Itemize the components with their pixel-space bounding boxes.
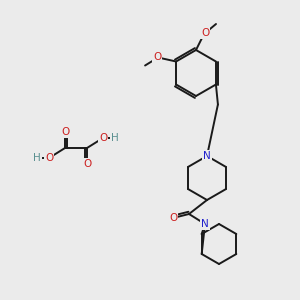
Text: H: H	[33, 153, 41, 163]
Text: O: O	[45, 153, 53, 163]
Text: O: O	[99, 133, 107, 143]
Text: O: O	[169, 213, 177, 223]
Text: O: O	[83, 159, 91, 169]
Text: N: N	[201, 219, 209, 229]
Text: O: O	[61, 127, 69, 137]
Text: O: O	[201, 28, 209, 38]
Text: O: O	[153, 52, 161, 62]
Text: N: N	[203, 151, 211, 161]
Text: H: H	[111, 133, 119, 143]
